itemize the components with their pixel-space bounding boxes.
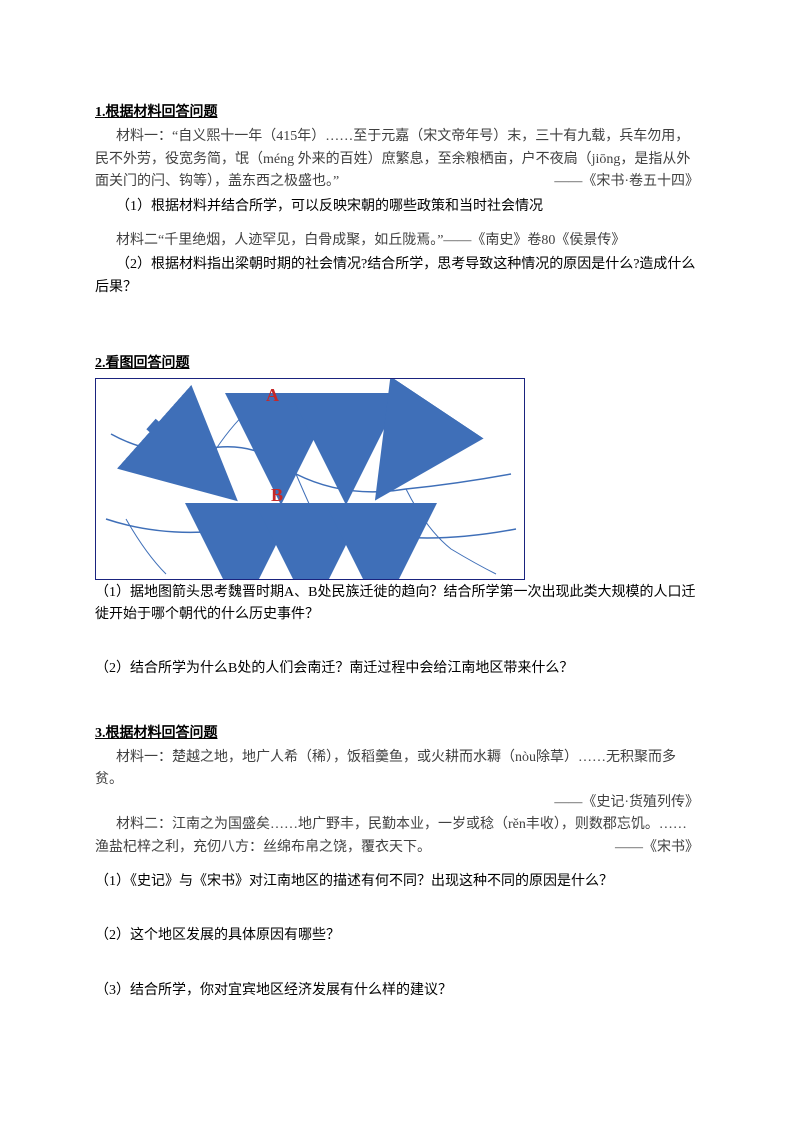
map-label-a: A [266,385,279,405]
arrow-group-bottom [241,514,381,559]
q1-sub1: （1）根据材料并结合所学，可以反映宋朝的哪些政策和当时社会情况 [95,196,699,218]
q2-heading: 2.看图回答问题 [95,353,699,375]
q3-sub2: （2）这个地区发展的具体原因有哪些？ [95,925,699,947]
map-svg: A B [96,379,524,579]
tributary-4 [126,519,166,574]
q1-source1: ——《宋书·卷五十四》 [533,171,699,193]
q3-heading: 3.根据材料回答问题 [95,723,699,745]
tributary-1 [216,399,261,449]
arrow-group-top [151,404,436,464]
q1-material2: 材料二“千里绝烟，人迹罕见，白骨成聚，如丘陇焉。”——《南史》卷80《侯景传》 [95,230,699,252]
q3-material2: 材料二：江南之为国盛矣……地广野丰，民勤本业，一岁或稔（rěn丰收），则数郡忘饥… [95,814,699,859]
q1-material1: 材料一：“自义熙十一年（415年）……至于元嘉（宋文帝年号）末，三十有九载，兵车… [95,126,699,193]
q2-sub2: （2）结合所学为什么B处的人们会南迁？南迁过程中会给江南地区带来什么？ [95,658,699,680]
q3-source1: ——《史记·货殖列传》 [95,792,699,814]
map-label-b: B [271,485,283,505]
q1-sub2: （2）根据材料指出梁朝时期的社会情况?结合所学，思考导致这种情况的原因是什么?造… [95,254,699,299]
q3-sub3: （3）结合所学，你对宜宾地区经济发展有什么样的建议？ [95,980,699,1002]
q1-heading: 1.根据材料回答问题 [95,102,699,124]
q3-sub1: （1）《史记》与《宋书》对江南地区的描述有何不同？出现这种不同的原因是什么？ [95,871,699,893]
tributary-3 [406,489,496,574]
q2-sub1: （1）据地图箭头思考魏晋时期A、B处民族迁徙的趋向？结合所学第一次出现此类大规模… [95,582,699,627]
q3-material1: 材料一：楚越之地，地广人希（稀），饭稻羹鱼，或火耕而水耨（nòu除草）……无积聚… [95,747,699,792]
document-page: 1.根据材料回答问题 材料一：“自义熙十一年（415年）……至于元嘉（宋文帝年号… [0,0,794,1064]
q3-source2: ——《宋书》 [594,837,699,859]
map-container: A B [95,378,525,580]
